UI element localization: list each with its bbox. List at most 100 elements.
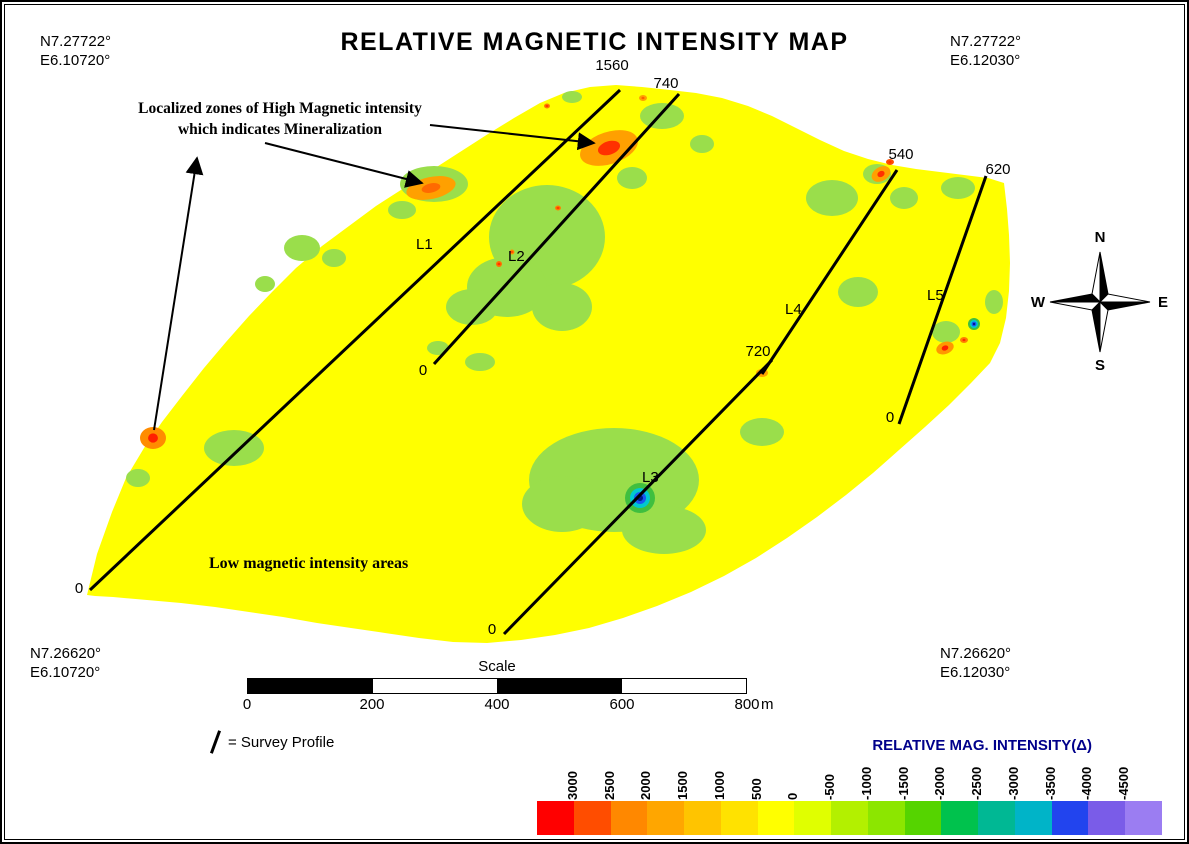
legend-color-segment <box>1125 801 1163 835</box>
survey-line-name: L3 <box>642 469 659 486</box>
scale-ticks: 0 200 400 600 800 m <box>243 696 774 714</box>
legend-tick-label: -2500 <box>969 766 985 800</box>
annotation-arrow <box>264 142 424 188</box>
compass-east-label: E <box>1158 294 1168 311</box>
high-intensity-anomaly <box>496 261 502 267</box>
legend-color-segment <box>537 801 574 835</box>
high-intensity-anomaly <box>936 341 954 355</box>
legend-color-segment <box>831 801 868 835</box>
legend-tick-label: -4500 <box>1116 766 1132 800</box>
color-legend: RELATIVE MAG. INTENSITY(Δ) 3000 2500 2000 1… <box>537 737 1163 835</box>
compass-west-label: W <box>1031 294 1046 311</box>
longitude-label: E6.10720° <box>30 664 101 681</box>
latitude-label: N7.26620° <box>30 645 102 662</box>
legend-color-segment <box>867 801 905 835</box>
annotation-arrow <box>153 156 204 431</box>
longitude-label: E6.10720° <box>40 52 111 69</box>
legend-color-segment <box>794 801 832 835</box>
survey-line-name: L2 <box>508 248 525 265</box>
legend-tick-label: 500 <box>748 778 764 800</box>
survey-line-start-label: 0 <box>488 621 496 638</box>
survey-lines-layer <box>88 88 988 636</box>
scale-tick-label: 0 <box>242 696 252 713</box>
legend-tick-label: -2000 <box>932 766 948 800</box>
low-intensity-anomaly <box>968 318 980 330</box>
latitude-label: N7.26620° <box>940 645 1012 662</box>
scale-tick-label: 800 <box>734 696 760 713</box>
survey-line-L1 <box>88 88 622 592</box>
legend-tick-label: -3000 <box>1005 766 1021 800</box>
high-intensity-anomaly <box>509 249 515 255</box>
survey-line-L2 <box>432 92 681 366</box>
legend-color-segment <box>684 801 721 835</box>
legend-color-segment <box>1051 801 1089 835</box>
compass-north-label: N <box>1095 229 1106 246</box>
mineralization-annotation: Localized zones of High Magnetic intensi… <box>80 98 480 140</box>
legend-color-segment <box>978 801 1015 835</box>
low-intensity-anomaly <box>625 483 655 513</box>
legend-color-segment <box>1014 801 1052 835</box>
legend-tick-label: 1500 <box>675 771 691 800</box>
scale-unit: m <box>761 696 774 713</box>
legend-color-segment <box>647 801 685 835</box>
legend-tick-label: -1500 <box>895 766 911 800</box>
scale-segment <box>372 679 497 693</box>
scale-segment <box>621 679 746 693</box>
survey-line-start-label: 0 <box>419 362 427 379</box>
survey-profile-key: = Survey Profile <box>209 730 335 754</box>
annotation-line-1: Localized zones of High Magnetic intensi… <box>138 100 422 117</box>
scale-bar-graphic <box>247 678 747 694</box>
survey-profile-label: = Survey Profile <box>228 733 335 751</box>
survey-line-L3 <box>502 358 774 636</box>
low-intensity-label: Low magnetic intensity areas <box>209 555 408 572</box>
scale-tick-label: 400 <box>484 696 510 713</box>
high-intensity-anomaly <box>555 205 561 211</box>
latitude-label: N7.27722° <box>40 33 112 50</box>
legend-tick-label: 0 <box>785 792 801 800</box>
legend-title: RELATIVE MAG. INTENSITY(Δ) <box>872 737 1092 754</box>
legend-ticks: 3000 2500 2000 1500 1000 500 0 -500 -1000 -1500 -2… <box>537 754 1162 801</box>
survey-line-L4 <box>760 169 899 375</box>
legend-tick-label: -1000 <box>858 766 874 800</box>
scale-tick-label: 600 <box>609 696 635 713</box>
high-intensity-anomaly <box>140 427 166 449</box>
scale-segment <box>497 679 622 693</box>
legend-color-segment <box>904 801 942 835</box>
legend-color-segment <box>941 801 979 835</box>
survey-line-end-label: 1560 <box>595 57 628 74</box>
scale-title: Scale <box>478 658 516 675</box>
high-intensity-anomaly <box>544 103 550 109</box>
legend-tick-label: 2500 <box>601 771 617 800</box>
high-intensity-anomaly <box>960 337 968 343</box>
legend-tick-label: -4000 <box>1079 766 1095 800</box>
survey-line-L5 <box>897 175 988 425</box>
survey-line-name: L1 <box>416 236 433 253</box>
survey-line-name: L4 <box>785 301 802 318</box>
coordinate-top-left: N7.27722° E6.10720° <box>40 32 111 70</box>
legend-color-segment <box>1088 801 1126 835</box>
compass-rose: N S W E <box>1031 229 1168 374</box>
annotation-line-2: which indicates Mineralization <box>177 121 383 138</box>
survey-line-end-label: 540 <box>888 146 913 163</box>
survey-line-end-label: 620 <box>985 161 1010 178</box>
scale-tick-label: 200 <box>359 696 385 713</box>
scale-segment <box>248 679 373 693</box>
survey-line-end-label: 740 <box>653 75 678 92</box>
legend-color-segment <box>757 801 795 835</box>
legend-color-segment <box>573 801 611 835</box>
legend-tick-label: -3500 <box>1042 766 1058 800</box>
longitude-label: E6.12030° <box>940 664 1011 681</box>
high-intensity-anomaly <box>886 159 894 165</box>
legend-tick-label: -500 <box>822 773 838 800</box>
latitude-label: N7.27722° <box>950 33 1022 50</box>
coordinate-bottom-left: N7.26620° E6.10720° <box>30 644 101 682</box>
legend-color-segment <box>720 801 758 835</box>
scale-bar: Scale 0 200 400 600 800 m <box>243 658 774 714</box>
survey-area-blob <box>87 85 1010 643</box>
compass-south-label: S <box>1095 357 1105 374</box>
survey-line-labels-layer: L1 0 1560 L2 0 740 L3 0 720 L4 540 L5 0 620 <box>75 57 1011 638</box>
legend-color-bar <box>537 801 1163 835</box>
legend-tick-label: 2000 <box>638 771 654 800</box>
